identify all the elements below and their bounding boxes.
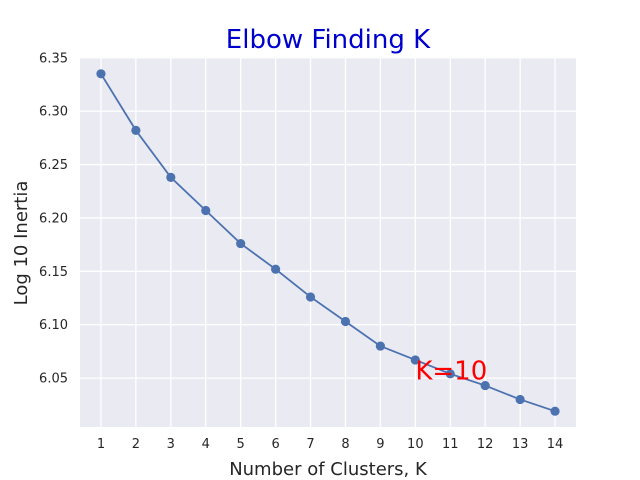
y-tick-label: 6.30 <box>39 105 68 120</box>
y-tick-label: 6.35 <box>39 51 68 66</box>
data-point-k10 <box>410 355 420 365</box>
data-point-k13 <box>515 394 525 405</box>
y-tick-label: 6.10 <box>39 318 68 333</box>
data-point-k11 <box>445 369 455 379</box>
x-tick-label: 9 <box>376 437 384 452</box>
x-tick-label: 11 <box>442 437 459 452</box>
x-tick-label: 8 <box>341 437 349 452</box>
x-tick-label: 7 <box>306 437 314 452</box>
tick-labels: 1 2 3 4 5 6 7 8 9 10 11 12 13 146.056.106.156.206.256… <box>39 51 563 452</box>
annotation-k10: K=10 <box>415 357 487 387</box>
data-point-k5 <box>236 238 246 249</box>
y-tick-label: 6.15 <box>39 265 68 280</box>
x-tick-label: 2 <box>132 437 140 452</box>
x-tick-label: 1 <box>97 437 105 452</box>
x-tick-label: 6 <box>271 437 279 452</box>
chart-title: Elbow Finding K <box>226 25 431 55</box>
data-point-k2 <box>131 125 141 135</box>
data-point-k12 <box>480 380 490 391</box>
series-line <box>100 73 556 413</box>
y-tick-label: 6.05 <box>39 372 68 387</box>
x-tick-label: 3 <box>167 437 175 452</box>
x-tick-label: 14 <box>547 437 564 452</box>
y-tick-label: 6.25 <box>39 158 68 173</box>
x-tick-label: 5 <box>237 437 245 452</box>
data-point-k3 <box>166 172 176 182</box>
plot-background <box>80 58 576 427</box>
x-tick-label: 13 <box>512 437 529 452</box>
x-tick-label: 10 <box>407 437 424 452</box>
x-axis-label: Number of Clusters, K <box>229 459 428 480</box>
data-point-k9 <box>375 341 385 351</box>
data-point-k6 <box>271 264 281 274</box>
data-point-k8 <box>340 316 351 327</box>
y-tick-label: 6.20 <box>39 211 68 226</box>
y-axis-label: Log 10 Inertia <box>11 181 32 306</box>
data-point-k4 <box>201 205 211 216</box>
grid <box>80 57 576 427</box>
data-points <box>96 69 560 416</box>
data-point-k14 <box>550 406 560 416</box>
data-point-k1 <box>96 69 106 79</box>
x-tick-label: 4 <box>202 437 210 452</box>
x-tick-label: 12 <box>477 437 494 452</box>
data-point-k7 <box>305 292 316 302</box>
